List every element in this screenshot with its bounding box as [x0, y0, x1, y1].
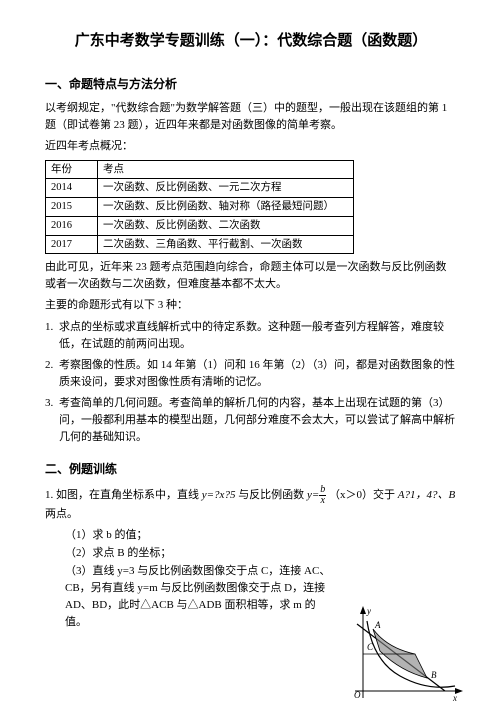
year-topic-table: 年份 考点 2014 一次函数、反比例函数、一元二次方程 2015 一次函数、反…: [45, 160, 354, 255]
stem-text-d: 两点。: [45, 508, 78, 520]
stem-text-a: 如图，在直角坐标系中，直线: [56, 489, 202, 501]
points: A?1，4?、B: [398, 489, 455, 501]
point-b-label: B: [431, 670, 437, 680]
fraction: bx: [319, 485, 326, 506]
table-header-row: 年份 考点: [46, 160, 354, 179]
table-cell-topic: 一次函数、反比例函数、轴对称（路径最短问题）: [98, 198, 354, 217]
origin-label: O: [354, 690, 361, 700]
list-item: 2. 考察图像的性质。如 14 年第（1）问和 16 年第（2）（3）问，都是对…: [45, 357, 457, 391]
section1-para4: 主要的命题形式有以下 3 种：: [45, 297, 457, 314]
list-text: 求点的坐标或求直线解析式中的待定系数。这种题一般考查列方程解答，难度较低，在试题…: [59, 319, 457, 353]
shaded-region: [373, 629, 427, 678]
exercise-number: 1.: [45, 489, 53, 501]
table-cell-topic: 一次函数、反比例函数、一元二次方程: [98, 179, 354, 198]
graph-figure: O x y A B C: [345, 606, 465, 706]
table-row: 2016 一次函数、反比例函数、二次函数: [46, 216, 354, 235]
fraction-denominator: x: [319, 496, 326, 506]
exercise-sub2: （2）求点 B 的坐标；: [45, 545, 457, 562]
section2-header: 二、例题训练: [45, 460, 457, 478]
method-list: 1. 求点的坐标或求直线解析式中的待定系数。这种题一般考查列方程解答，难度较低，…: [45, 319, 457, 446]
equation-1: y=?x?5: [202, 489, 236, 501]
exercise-stem: 1. 如图，在直角坐标系中，直线 y=?x?5 与反比例函数 y=bx （x＞0…: [45, 485, 457, 523]
list-text: 考查简单的几何问题。考查简单的解析几何的内容，基本上出现在试题的第（3）问，一般…: [59, 395, 457, 446]
stem-text-c: （x＞0）交于: [329, 489, 398, 501]
table-cell-year: 2015: [46, 198, 98, 217]
section1-para2: 近四年考点概况：: [45, 138, 457, 155]
section1-para3: 由此可见，近年来 23 题考点范围趋向综合，命题主体可以是一次函数与反比例函数或…: [45, 259, 457, 293]
table-cell-year: 2014: [46, 179, 98, 198]
list-number: 3.: [45, 395, 59, 446]
list-item: 3. 考查简单的几何问题。考查简单的解析几何的内容，基本上出现在试题的第（3）问…: [45, 395, 457, 446]
x-axis-label: x: [452, 693, 457, 703]
y-axis-label: y: [366, 606, 371, 616]
section1-header: 一、命题特点与方法分析: [45, 75, 457, 93]
table-cell-year: 2016: [46, 216, 98, 235]
list-number: 2.: [45, 357, 59, 391]
table-header-year: 年份: [46, 160, 98, 179]
table-cell-year: 2017: [46, 235, 98, 254]
page-title: 广东中考数学专题训练（一）：代数综合题（函数题）: [45, 30, 457, 53]
list-text: 考察图像的性质。如 14 年第（1）问和 16 年第（2）（3）问，都是对函数图…: [59, 357, 457, 391]
table-header-topic: 考点: [98, 160, 354, 179]
exercise-1: 1. 如图，在直角坐标系中，直线 y=?x?5 与反比例函数 y=bx （x＞0…: [45, 485, 457, 631]
point-c-label: C: [367, 642, 374, 652]
table-cell-topic: 一次函数、反比例函数、二次函数: [98, 216, 354, 235]
section1-para1: 以考纲规定，"代数综合题"为数学解答题（三）中的题型，一般出现在该题组的第 1 …: [45, 100, 457, 134]
stem-text-b: 与反比例函数: [235, 489, 307, 501]
point-a-label: A: [374, 620, 381, 630]
equation-2-lhs: y=: [307, 489, 319, 501]
y-axis-arrow-icon: [360, 606, 366, 614]
table-cell-topic: 二次函数、三角函数、平行截割、一次函数: [98, 235, 354, 254]
table-row: 2015 一次函数、反比例函数、轴对称（路径最短问题）: [46, 198, 354, 217]
table-row: 2017 二次函数、三角函数、平行截割、一次函数: [46, 235, 354, 254]
exercise-sub1: （1）求 b 的值；: [45, 527, 457, 544]
table-row: 2014 一次函数、反比例函数、一元二次方程: [46, 179, 354, 198]
list-item: 1. 求点的坐标或求直线解析式中的待定系数。这种题一般考查列方程解答，难度较低，…: [45, 319, 457, 353]
list-number: 1.: [45, 319, 59, 353]
